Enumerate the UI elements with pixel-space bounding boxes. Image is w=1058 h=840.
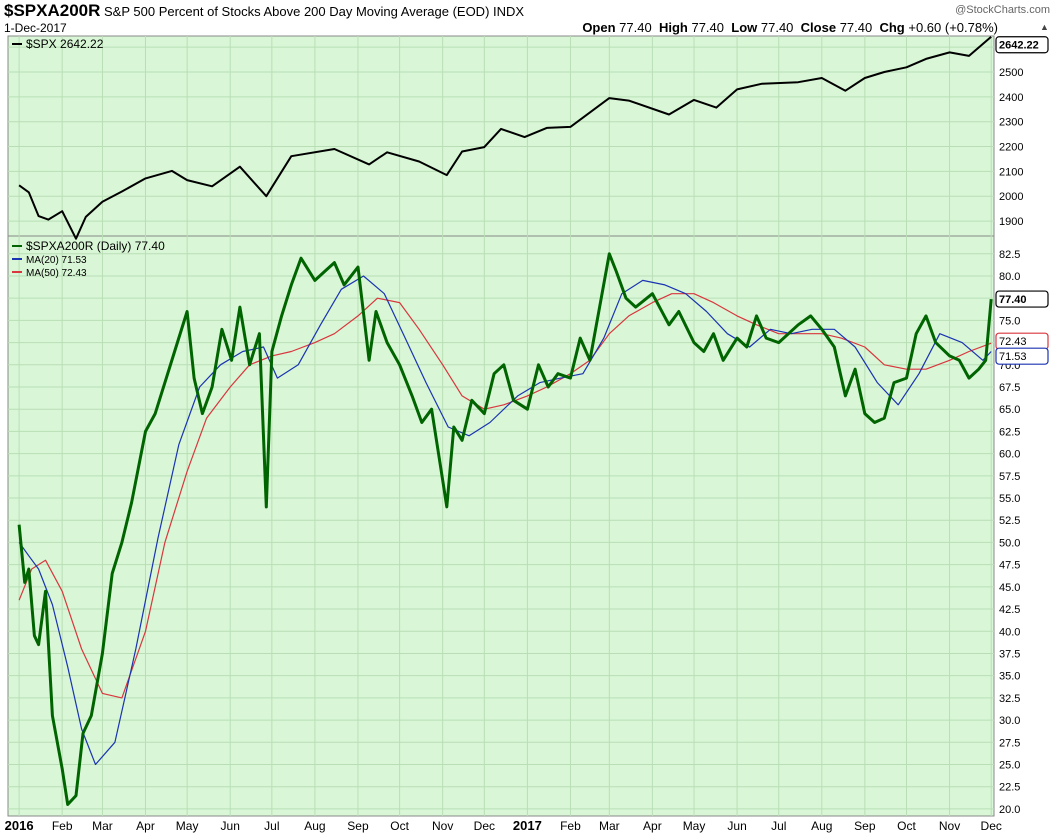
x-tick-label: 2016 (5, 818, 34, 833)
symbol-title: $SPXA200R (4, 1, 101, 20)
x-tick-label: Sep (854, 819, 876, 833)
spx-y-tick-label: 2000 (999, 191, 1023, 203)
low-label: Low (731, 20, 758, 35)
chg-label: Chg (879, 20, 905, 35)
breadth-y-tick-label: 42.5 (999, 604, 1020, 616)
breadth-y-tick-label: 80.0 (999, 271, 1020, 283)
watermark: @StockCharts.com (955, 4, 1050, 16)
breadth-y-tick-label: 35.0 (999, 671, 1020, 683)
spx-series-line (18, 35, 992, 240)
x-tick-label: Apr (136, 819, 155, 833)
open-value: 77.40 (619, 20, 652, 35)
breadth-y-tick-label: 20.0 (999, 804, 1020, 816)
breadth-panel-bg (7, 235, 995, 817)
x-tick-label: Oct (897, 819, 916, 833)
x-tick-label: May (176, 819, 199, 833)
breadth-y-tick-label: 22.5 (999, 782, 1020, 794)
breadth-y-tick-label: 67.5 (999, 382, 1020, 394)
ma20-value-tag: 71.53 (999, 351, 1027, 363)
chart-header: $SPXA200R S&P 500 Percent of Stocks Abov… (0, 0, 1058, 36)
symbol-description: S&P 500 Percent of Stocks Above 200 Day … (104, 4, 524, 19)
x-tick-label: Mar (599, 819, 620, 833)
x-tick-label: Jun (727, 819, 746, 833)
low-value: 77.40 (760, 20, 794, 35)
breadth-series-line (17, 252, 993, 806)
spx-panel-bg (7, 35, 995, 237)
breadth-last-value-box (995, 290, 1049, 308)
breadth-y-tick-label: 65.0 (999, 404, 1020, 416)
x-tick-label: Oct (390, 819, 409, 833)
breadth-y-tick-label: 52.5 (999, 515, 1020, 527)
close-label: Close (800, 20, 837, 35)
x-tick-label: Jul (771, 819, 786, 833)
x-tick-label: Aug (304, 819, 325, 833)
high-label: High (658, 20, 688, 35)
x-tick-label: Apr (643, 819, 662, 833)
spx-y-tick-label: 2500 (999, 67, 1023, 79)
ma50-legend: MA(50) 72.43 (26, 268, 87, 279)
spx-y-tick-label: 1900 (999, 216, 1023, 228)
spx-y-tick-label: 2400 (999, 92, 1023, 104)
breadth-y-tick-label: 82.5 (999, 249, 1020, 261)
chg-value: +0.60 (+0.78%) (908, 20, 998, 35)
ma20-value-tag-box (995, 347, 1049, 365)
description-text: S&P 500 Percent of Stocks Above 200 Day … (104, 4, 490, 19)
x-tick-label: Aug (811, 819, 832, 833)
breadth-legend: $SPXA200R (Daily) 77.40 (26, 239, 165, 253)
open-label: Open (582, 20, 616, 35)
breadth-y-tick-label: 75.0 (999, 315, 1020, 327)
x-tick-label: Sep (347, 819, 369, 833)
x-tick-label: Mar (92, 819, 113, 833)
breadth-y-tick-label: 55.0 (999, 493, 1020, 505)
ohlc-readout: Open 77.40 High 77.40 Low 77.40 Close 77… (582, 20, 998, 35)
x-tick-label: 2017 (513, 818, 542, 833)
breadth-y-tick-label: 45.0 (999, 582, 1020, 594)
breadth-y-tick-label: 40.0 (999, 626, 1020, 638)
x-tick-label: Feb (52, 819, 73, 833)
breadth-y-tick-label: 27.5 (999, 737, 1020, 749)
close-value: 77.40 (839, 20, 873, 35)
breadth-y-tick-label: 60.0 (999, 449, 1020, 461)
exchange-label: INDX (493, 4, 525, 19)
x-tick-label: May (683, 819, 706, 833)
ma50-value-tag: 72.43 (999, 336, 1027, 348)
spx-y-tick-label: 2100 (999, 166, 1023, 178)
breadth-y-tick-label: 32.5 (999, 693, 1020, 705)
x-tick-label: Nov (432, 819, 453, 833)
spx-y-tick-label: 2200 (999, 142, 1023, 154)
breadth-y-tick-label: 57.5 (999, 471, 1020, 483)
high-value: 77.40 (691, 20, 725, 35)
spx-last-value: 2642.22 (999, 40, 1039, 52)
breadth-y-tick-label: 37.5 (999, 648, 1020, 660)
breadth-y-tick-label: 47.5 (999, 560, 1020, 572)
x-tick-label: Nov (939, 819, 960, 833)
breadth-y-tick-label: 50.0 (999, 537, 1020, 549)
x-tick-label: Jun (221, 819, 240, 833)
breadth-y-tick-label: 25.0 (999, 759, 1020, 771)
spx-y-tick-label: 2300 (999, 117, 1023, 129)
ma20-legend: MA(20) 71.53 (26, 255, 87, 266)
x-tick-label: Dec (981, 819, 1002, 833)
collapse-arrow-icon[interactable]: ▲ (1040, 22, 1049, 32)
spx-last-value-box (995, 36, 1049, 54)
spx-legend: $SPX 2642.22 (26, 37, 104, 51)
breadth-last-value: 77.40 (999, 294, 1027, 306)
breadth-y-tick-label: 30.0 (999, 715, 1020, 727)
ma20-series-line (18, 275, 992, 766)
x-tick-label: Jul (264, 819, 279, 833)
x-tick-label: Dec (474, 819, 495, 833)
breadth-y-tick-label: 62.5 (999, 426, 1020, 438)
chart-date: 1-Dec-2017 (4, 21, 67, 35)
x-tick-label: Feb (560, 819, 581, 833)
